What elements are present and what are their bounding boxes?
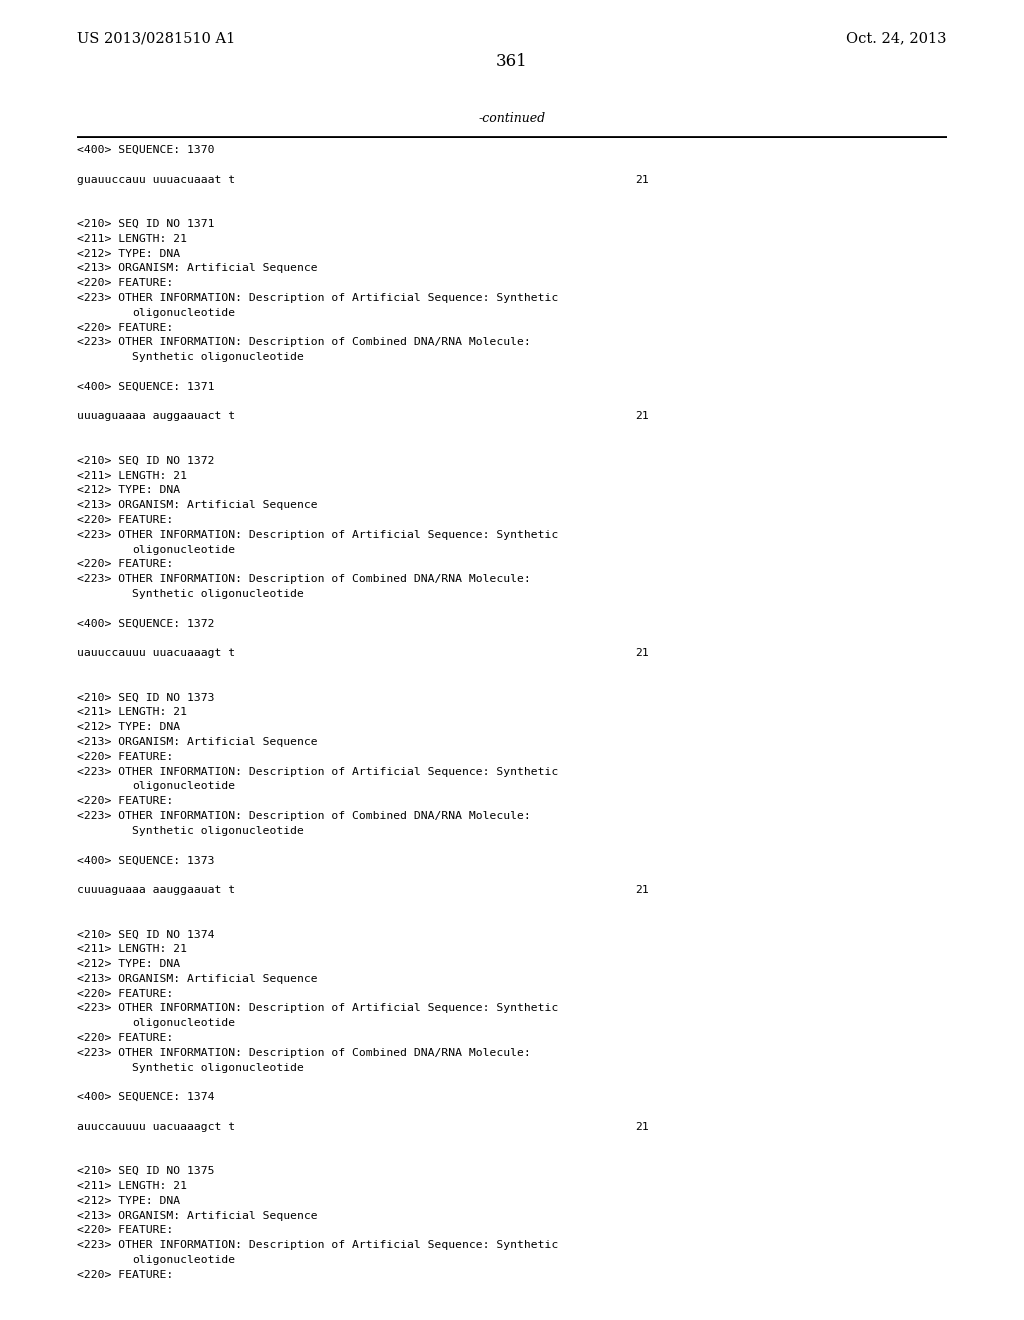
Text: 21: 21 bbox=[635, 648, 649, 659]
Text: <210> SEQ ID NO 1375: <210> SEQ ID NO 1375 bbox=[77, 1166, 214, 1176]
Text: 21: 21 bbox=[635, 884, 649, 895]
Text: auuccauuuu uacuaaagct t: auuccauuuu uacuaaagct t bbox=[77, 1122, 236, 1131]
Text: <213> ORGANISM: Artificial Sequence: <213> ORGANISM: Artificial Sequence bbox=[77, 737, 317, 747]
Text: oligonucleotide: oligonucleotide bbox=[132, 1255, 236, 1265]
Text: <220> FEATURE:: <220> FEATURE: bbox=[77, 279, 173, 288]
Text: uuuaguaaaa auggaauact t: uuuaguaaaa auggaauact t bbox=[77, 412, 236, 421]
Text: <223> OTHER INFORMATION: Description of Combined DNA/RNA Molecule:: <223> OTHER INFORMATION: Description of … bbox=[77, 574, 530, 585]
Text: <213> ORGANISM: Artificial Sequence: <213> ORGANISM: Artificial Sequence bbox=[77, 264, 317, 273]
Text: <220> FEATURE:: <220> FEATURE: bbox=[77, 752, 173, 762]
Text: oligonucleotide: oligonucleotide bbox=[132, 545, 236, 554]
Text: 21: 21 bbox=[635, 174, 649, 185]
Text: 21: 21 bbox=[635, 1122, 649, 1131]
Text: <400> SEQUENCE: 1374: <400> SEQUENCE: 1374 bbox=[77, 1092, 214, 1102]
Text: <220> FEATURE:: <220> FEATURE: bbox=[77, 796, 173, 807]
Text: US 2013/0281510 A1: US 2013/0281510 A1 bbox=[77, 30, 236, 45]
Text: oligonucleotide: oligonucleotide bbox=[132, 308, 236, 318]
Text: <212> TYPE: DNA: <212> TYPE: DNA bbox=[77, 486, 180, 495]
Text: <400> SEQUENCE: 1371: <400> SEQUENCE: 1371 bbox=[77, 381, 214, 392]
Text: <211> LENGTH: 21: <211> LENGTH: 21 bbox=[77, 471, 187, 480]
Text: <213> ORGANISM: Artificial Sequence: <213> ORGANISM: Artificial Sequence bbox=[77, 500, 317, 511]
Text: <213> ORGANISM: Artificial Sequence: <213> ORGANISM: Artificial Sequence bbox=[77, 974, 317, 983]
Text: <212> TYPE: DNA: <212> TYPE: DNA bbox=[77, 1196, 180, 1205]
Text: <212> TYPE: DNA: <212> TYPE: DNA bbox=[77, 722, 180, 733]
Text: <220> FEATURE:: <220> FEATURE: bbox=[77, 1270, 173, 1280]
Text: 21: 21 bbox=[635, 412, 649, 421]
Text: Synthetic oligonucleotide: Synthetic oligonucleotide bbox=[132, 589, 304, 599]
Text: <400> SEQUENCE: 1372: <400> SEQUENCE: 1372 bbox=[77, 619, 214, 628]
Text: Synthetic oligonucleotide: Synthetic oligonucleotide bbox=[132, 352, 304, 362]
Text: <220> FEATURE:: <220> FEATURE: bbox=[77, 322, 173, 333]
Text: guauuccauu uuuacuaaat t: guauuccauu uuuacuaaat t bbox=[77, 174, 236, 185]
Text: <223> OTHER INFORMATION: Description of Combined DNA/RNA Molecule:: <223> OTHER INFORMATION: Description of … bbox=[77, 338, 530, 347]
Text: <220> FEATURE:: <220> FEATURE: bbox=[77, 560, 173, 569]
Text: <211> LENGTH: 21: <211> LENGTH: 21 bbox=[77, 1181, 187, 1191]
Text: <220> FEATURE:: <220> FEATURE: bbox=[77, 989, 173, 999]
Text: <223> OTHER INFORMATION: Description of Artificial Sequence: Synthetic: <223> OTHER INFORMATION: Description of … bbox=[77, 1241, 558, 1250]
Text: <212> TYPE: DNA: <212> TYPE: DNA bbox=[77, 960, 180, 969]
Text: <223> OTHER INFORMATION: Description of Artificial Sequence: Synthetic: <223> OTHER INFORMATION: Description of … bbox=[77, 767, 558, 776]
Text: <223> OTHER INFORMATION: Description of Combined DNA/RNA Molecule:: <223> OTHER INFORMATION: Description of … bbox=[77, 810, 530, 821]
Text: -continued: -continued bbox=[478, 112, 546, 125]
Text: <223> OTHER INFORMATION: Description of Combined DNA/RNA Molecule:: <223> OTHER INFORMATION: Description of … bbox=[77, 1048, 530, 1057]
Text: cuuuaguaaa aauggaauat t: cuuuaguaaa aauggaauat t bbox=[77, 884, 236, 895]
Text: <210> SEQ ID NO 1371: <210> SEQ ID NO 1371 bbox=[77, 219, 214, 228]
Text: uauuccauuu uuacuaaagt t: uauuccauuu uuacuaaagt t bbox=[77, 648, 236, 659]
Text: <400> SEQUENCE: 1373: <400> SEQUENCE: 1373 bbox=[77, 855, 214, 866]
Text: <211> LENGTH: 21: <211> LENGTH: 21 bbox=[77, 944, 187, 954]
Text: <211> LENGTH: 21: <211> LENGTH: 21 bbox=[77, 234, 187, 244]
Text: <220> FEATURE:: <220> FEATURE: bbox=[77, 515, 173, 525]
Text: Oct. 24, 2013: Oct. 24, 2013 bbox=[847, 30, 947, 45]
Text: <223> OTHER INFORMATION: Description of Artificial Sequence: Synthetic: <223> OTHER INFORMATION: Description of … bbox=[77, 1003, 558, 1014]
Text: oligonucleotide: oligonucleotide bbox=[132, 781, 236, 792]
Text: <400> SEQUENCE: 1370: <400> SEQUENCE: 1370 bbox=[77, 145, 214, 154]
Text: <211> LENGTH: 21: <211> LENGTH: 21 bbox=[77, 708, 187, 717]
Text: <210> SEQ ID NO 1373: <210> SEQ ID NO 1373 bbox=[77, 693, 214, 702]
Text: <210> SEQ ID NO 1372: <210> SEQ ID NO 1372 bbox=[77, 455, 214, 466]
Text: <210> SEQ ID NO 1374: <210> SEQ ID NO 1374 bbox=[77, 929, 214, 940]
Text: Synthetic oligonucleotide: Synthetic oligonucleotide bbox=[132, 826, 304, 836]
Text: <220> FEATURE:: <220> FEATURE: bbox=[77, 1225, 173, 1236]
Text: Synthetic oligonucleotide: Synthetic oligonucleotide bbox=[132, 1063, 304, 1073]
Text: <220> FEATURE:: <220> FEATURE: bbox=[77, 1034, 173, 1043]
Text: <223> OTHER INFORMATION: Description of Artificial Sequence: Synthetic: <223> OTHER INFORMATION: Description of … bbox=[77, 293, 558, 304]
Text: <212> TYPE: DNA: <212> TYPE: DNA bbox=[77, 248, 180, 259]
Text: oligonucleotide: oligonucleotide bbox=[132, 1018, 236, 1028]
Text: <223> OTHER INFORMATION: Description of Artificial Sequence: Synthetic: <223> OTHER INFORMATION: Description of … bbox=[77, 529, 558, 540]
Text: 361: 361 bbox=[496, 53, 528, 70]
Text: <213> ORGANISM: Artificial Sequence: <213> ORGANISM: Artificial Sequence bbox=[77, 1210, 317, 1221]
